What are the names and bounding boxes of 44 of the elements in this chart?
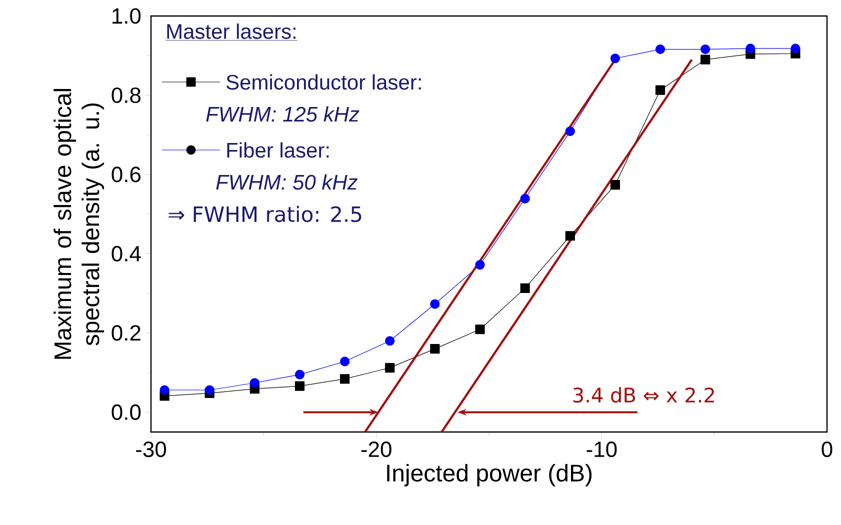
y-tick-label: 0.2 — [112, 325, 140, 341]
y-tick-label: 0.0 — [112, 404, 141, 420]
point — [475, 324, 485, 334]
x-axis-title: Injected power (dB) — [387, 464, 592, 486]
point — [565, 126, 575, 136]
point — [700, 54, 710, 64]
point — [655, 85, 666, 95]
y-tick-label: 0.6 — [112, 166, 141, 182]
legend-label: Semiconductor laser: — [226, 74, 421, 90]
annotation: ⇒ FWHM ratio: 2.5 — [168, 206, 362, 222]
point — [520, 283, 530, 293]
y-tick-label: 0.8 — [112, 87, 141, 104]
point — [430, 344, 440, 354]
point — [160, 385, 170, 395]
point — [520, 194, 530, 204]
point — [204, 385, 214, 395]
y-tick-label: 1.0 — [112, 8, 141, 24]
annotation: FWHM: 125 kHz — [206, 106, 360, 122]
x-tick-label: 0 — [822, 442, 832, 458]
point — [565, 231, 575, 241]
point — [610, 54, 620, 64]
point — [655, 44, 666, 54]
annotation: 3.4 dB ⇔ x 2.2 — [573, 387, 714, 403]
legend-title: Master lasers: — [167, 24, 296, 39]
point — [610, 180, 620, 190]
point — [340, 356, 350, 366]
point — [475, 260, 485, 270]
annotation: FWHM: 50 kHz — [216, 174, 358, 190]
point — [385, 363, 395, 373]
x-tick-label: -30 — [136, 442, 166, 458]
point — [340, 374, 350, 384]
x-tick-label: -20 — [361, 442, 392, 458]
point — [250, 378, 260, 388]
point — [294, 370, 305, 380]
point — [294, 381, 305, 391]
point — [430, 299, 440, 309]
point — [700, 44, 710, 54]
point — [790, 44, 800, 54]
point — [746, 44, 756, 54]
y-axis-title: Maximum of slave optical spectral density (a. u.) — [54, 88, 104, 359]
legend-label: Fiber laser: — [227, 142, 329, 158]
x-tick-label: -10 — [586, 442, 617, 458]
point — [385, 336, 395, 346]
y-tick-label: 0.4 — [112, 246, 141, 262]
